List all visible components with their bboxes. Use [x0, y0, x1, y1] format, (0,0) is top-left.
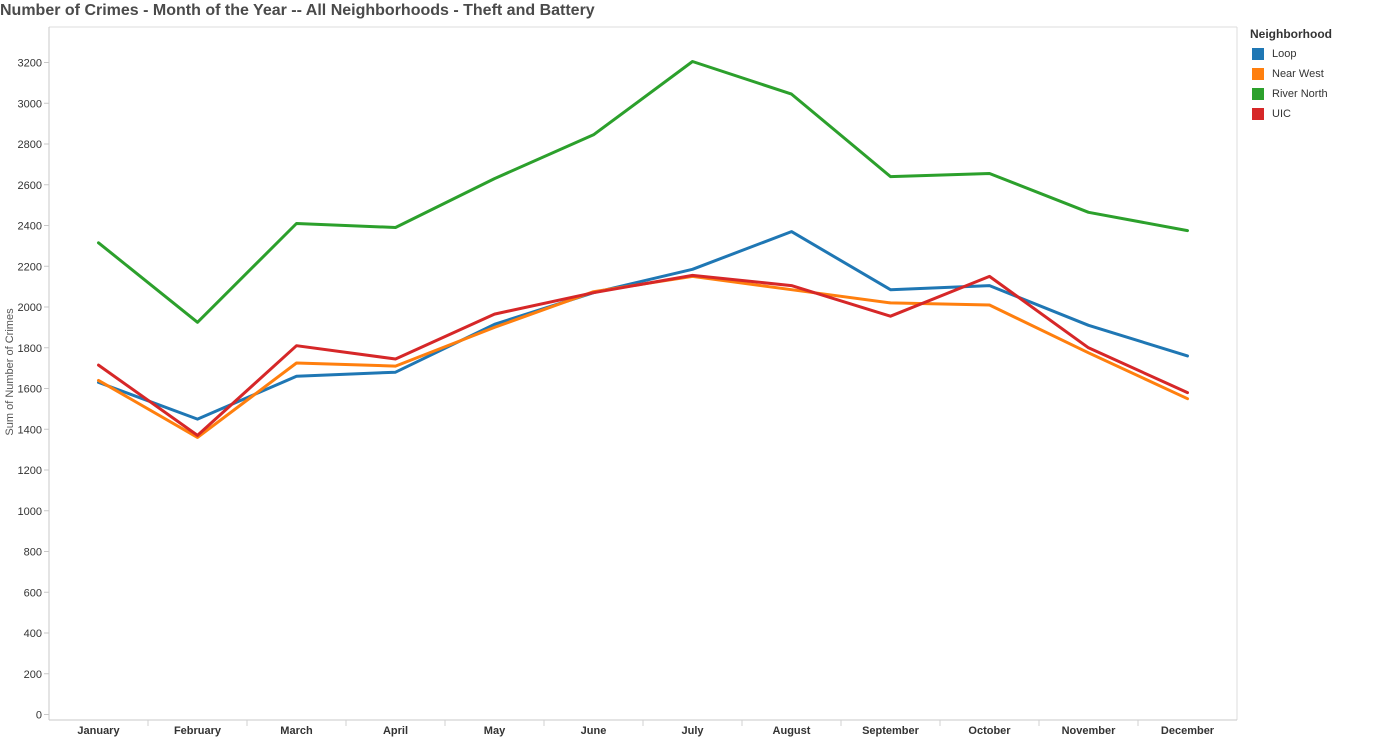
- y-tick-label: 2000: [18, 302, 42, 314]
- line-chart: 0 200 400 600 800 1000 1200 1400 1600 1800 2000 220…: [4, 26, 1238, 737]
- y-tick-label: 1400: [18, 424, 42, 436]
- legend-title: Neighborhood: [1250, 27, 1332, 41]
- legend: Neighborhood Loop Near West River North …: [1250, 27, 1380, 124]
- x-tick-label: October: [968, 725, 1011, 737]
- y-tick-label: 200: [24, 669, 42, 681]
- y-tick-label: 3000: [18, 98, 42, 110]
- legend-swatch-uic: [1252, 108, 1264, 120]
- legend-item-river-north[interactable]: River North: [1250, 84, 1380, 104]
- y-tick-label: 2600: [18, 180, 42, 192]
- legend-swatch-loop: [1252, 48, 1264, 60]
- series-line-loop[interactable]: [97, 230, 1189, 421]
- x-tick-label: August: [773, 725, 811, 737]
- legend-swatch-river-north: [1252, 88, 1264, 100]
- y-tick-label: 2200: [18, 261, 42, 273]
- y-tick-label: 400: [24, 628, 42, 640]
- y-tick-label: 800: [24, 547, 42, 559]
- chart-title: Number of Crimes - Month of the Year -- …: [0, 2, 595, 19]
- y-tick-label: 0: [36, 710, 42, 722]
- y-tick-label: 600: [24, 587, 42, 599]
- y-tick-label: 1600: [18, 384, 42, 396]
- legend-swatch-near-west: [1252, 68, 1264, 80]
- y-axis-title: Sum of Number of Crimes: [4, 308, 16, 436]
- legend-item-near-west[interactable]: Near West: [1250, 64, 1380, 84]
- legend-label-loop: Loop: [1272, 48, 1297, 60]
- y-tick-label: 1000: [18, 506, 42, 518]
- x-tick-label: November: [1062, 725, 1117, 737]
- x-tick-label: May: [484, 725, 506, 737]
- x-tick-label: March: [280, 725, 313, 737]
- y-tick-label: 2400: [18, 221, 42, 233]
- y-tick-label: 2800: [18, 139, 42, 151]
- y-tick-label: 3200: [18, 58, 42, 70]
- x-tick-label: July: [681, 725, 704, 737]
- series-line-river-north[interactable]: [97, 60, 1189, 324]
- x-tick-label: January: [77, 725, 120, 737]
- legend-label-uic: UIC: [1272, 108, 1291, 120]
- x-tick-label: April: [383, 725, 408, 737]
- legend-item-uic[interactable]: UIC: [1250, 104, 1380, 124]
- legend-label-near-west: Near West: [1272, 68, 1324, 80]
- x-tick-label: June: [581, 725, 607, 737]
- y-tick-label: 1800: [18, 343, 42, 355]
- x-tick-label: September: [862, 725, 920, 737]
- series-line-uic[interactable]: [97, 273, 1189, 437]
- y-tick-label: 1200: [18, 465, 42, 477]
- legend-item-loop[interactable]: Loop: [1250, 44, 1380, 64]
- x-tick-label: December: [1161, 725, 1215, 737]
- legend-label-river-north: River North: [1272, 88, 1328, 100]
- x-tick-label: February: [174, 725, 222, 737]
